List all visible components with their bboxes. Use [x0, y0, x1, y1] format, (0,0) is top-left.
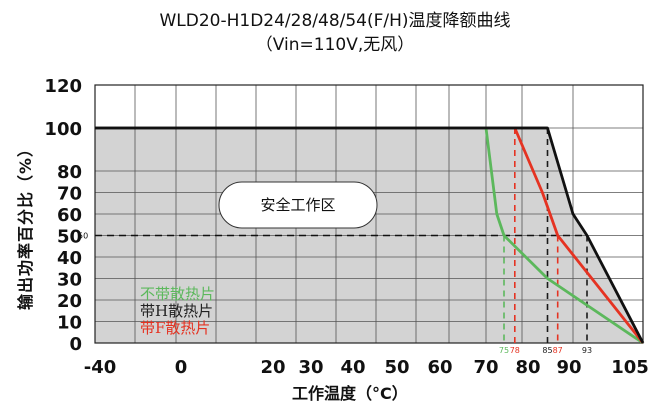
- chart-title: WLD20-H1D24/28/48/54(F/H)温度降额曲线: [159, 11, 511, 31]
- x-tick-labels: -40 0 20 30 40 50 60 70 80 90 105: [84, 357, 649, 378]
- y-tick-label: 70: [57, 184, 82, 205]
- legend-entry: 带H散热片: [140, 302, 213, 320]
- legend-entry: 带F散热片: [140, 319, 210, 337]
- y-tick-label: 80: [57, 162, 82, 183]
- marker-label-75: 75: [499, 346, 509, 355]
- series-line: [484, 127, 644, 345]
- x-axis-label: 工作温度（°C）: [292, 384, 408, 403]
- y-tick-label: 60: [57, 205, 82, 226]
- safe-area-label: 安全工作区: [218, 181, 378, 229]
- x-tick-label: 30: [298, 357, 323, 378]
- x-tick-label: 80: [515, 357, 540, 378]
- y-tick-label: 10: [57, 313, 82, 334]
- reference-line-label: 50: [78, 232, 88, 241]
- x-tick-label: 20: [260, 357, 285, 378]
- temperature-markers: 75 78 85 87 93: [499, 128, 592, 355]
- chart-subtitle: （Vin=110V,无风）: [255, 35, 415, 55]
- plot-frame: [94, 84, 644, 344]
- x-tick-label: 90: [556, 357, 581, 378]
- y-tick-label: 100: [44, 119, 82, 140]
- safe-area-label-text: 安全工作区: [260, 196, 335, 214]
- series-lines: [95, 126, 645, 345]
- marker-label-93: 93: [582, 346, 592, 355]
- x-tick-label: -40: [84, 357, 117, 378]
- series-line: [95, 126, 645, 344]
- y-tick-label: 50: [57, 227, 82, 248]
- y-tick-label: 40: [57, 248, 82, 269]
- marker-label-87: 87: [553, 346, 563, 355]
- x-tick-label: 70: [473, 357, 498, 378]
- y-tick-label: 120: [44, 76, 82, 97]
- y-tick-label: 30: [57, 270, 82, 291]
- x-tick-label: 60: [427, 357, 452, 378]
- x-tick-label: 105: [611, 357, 649, 378]
- x-tick-label: 50: [384, 357, 409, 378]
- marker-label-78: 78: [510, 346, 520, 355]
- marker-label-85: 85: [542, 346, 552, 355]
- x-tick-label: 40: [340, 357, 365, 378]
- x-tick-label: 0: [175, 357, 188, 378]
- y-tick-label: 20: [57, 291, 82, 312]
- legend-entry: 不带散热片: [140, 285, 215, 303]
- series-line: [513, 127, 645, 344]
- y-tick-label: 0: [69, 334, 82, 355]
- safe-area-label-box: [218, 181, 378, 229]
- y-axis-label: 输出功率百分比（%）: [16, 139, 35, 311]
